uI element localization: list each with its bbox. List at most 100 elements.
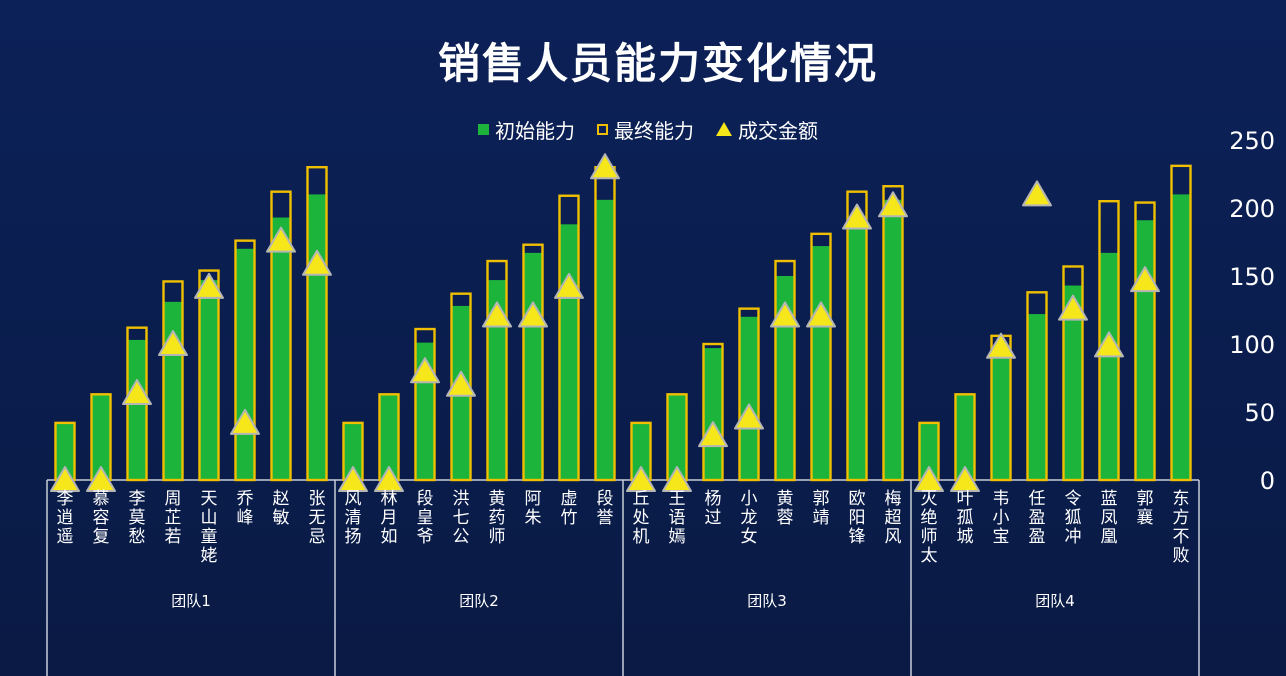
category-label-char: 虚 <box>561 489 578 509</box>
category-label-char: 太 <box>921 546 938 566</box>
bar-final <box>414 327 436 482</box>
bar-final <box>1026 291 1048 482</box>
category-label-char: 小 <box>741 489 758 509</box>
legend-item-initial[interactable]: 初始能力 <box>478 115 575 144</box>
category-label-char: 郭 <box>813 489 830 509</box>
category-label-char: 盈 <box>1029 508 1046 528</box>
deal-marker <box>734 403 764 430</box>
deal-marker <box>626 466 656 492</box>
legend-item-deal[interactable]: 成交金额 <box>716 115 818 144</box>
category-label-char: 师 <box>921 527 938 547</box>
bar-initial <box>1027 314 1047 480</box>
deal-marker <box>446 370 476 397</box>
bar-initial <box>739 316 759 480</box>
bar-final <box>234 239 256 482</box>
deal-marker <box>518 301 548 328</box>
bar-initial <box>955 394 975 480</box>
bar-initial <box>379 394 399 480</box>
category-label-char: 周 <box>165 489 182 509</box>
category-label-char: 败 <box>1173 546 1190 566</box>
bar-final <box>306 165 328 482</box>
category-label-char: 月 <box>381 508 398 528</box>
category-label-char: 靖 <box>813 508 830 528</box>
bar-final <box>486 259 508 482</box>
category-label-char: 复 <box>93 527 110 547</box>
category-label-char: 莫 <box>129 508 146 528</box>
category-label-char: 襄 <box>1137 507 1154 528</box>
category-label-char: 宝 <box>993 527 1010 547</box>
category-label-char: 清 <box>345 508 362 528</box>
category-label-char: 师 <box>489 527 506 547</box>
deal-marker <box>482 301 512 328</box>
legend-item-final[interactable]: 最终能力 <box>597 115 694 144</box>
category-label-char: 赵 <box>273 489 290 509</box>
bar-final <box>198 269 220 482</box>
category-label-char: 阿 <box>525 489 542 509</box>
category-label-char: 任 <box>1029 489 1046 509</box>
deal-marker <box>86 466 116 492</box>
deal-marker <box>266 226 296 253</box>
category-label-char: 洪 <box>453 489 470 509</box>
category-label-char: 凤 <box>1101 508 1118 528</box>
category-label-char: 女 <box>741 527 758 547</box>
category-label-char: 药 <box>489 508 506 528</box>
category-label-char: 皇 <box>417 508 434 528</box>
category-label-char: 超 <box>885 508 902 528</box>
category-label-char: 蓝 <box>1101 489 1118 509</box>
bar-initial <box>487 280 507 480</box>
category-label-char: 龙 <box>741 508 758 528</box>
y-tick-label: 50 <box>1244 399 1275 427</box>
category-label-char: 童 <box>201 527 218 547</box>
group-label: 团队4 <box>1035 592 1075 610</box>
category-label-char: 冲 <box>1065 527 1082 547</box>
category-label-char: 处 <box>633 508 650 528</box>
bar-final <box>738 307 760 482</box>
bar-initial <box>1171 194 1191 480</box>
category-label-char: 绝 <box>921 508 938 528</box>
category-label-char: 若 <box>165 527 182 547</box>
category-label-char: 黄 <box>777 489 794 509</box>
category-label-char: 敏 <box>273 508 290 528</box>
deal-marker <box>1058 294 1088 321</box>
category-label-char: 如 <box>381 527 398 547</box>
category-label-char: 乔 <box>237 489 254 509</box>
y-tick-label: 150 <box>1229 263 1275 291</box>
category-label-char: 锋 <box>849 527 866 547</box>
group-label: 团队3 <box>747 592 787 610</box>
deal-marker <box>554 272 584 299</box>
category-label-char: 嫣 <box>669 527 686 547</box>
category-label-char: 阳 <box>849 508 866 528</box>
deal-marker <box>158 330 188 356</box>
category-label-char: 遥 <box>57 527 74 547</box>
bar-initial <box>1099 252 1119 480</box>
bar-final <box>774 259 796 482</box>
category-label-char: 七 <box>453 508 470 528</box>
bar-initial <box>703 348 723 480</box>
deal-marker <box>194 272 224 299</box>
deal-marker <box>698 421 728 448</box>
category-label-char: 丘 <box>633 489 650 509</box>
bar-initial <box>595 199 615 480</box>
bar-initial <box>127 339 147 480</box>
bar-initial <box>1135 220 1155 481</box>
bar-final <box>558 194 580 482</box>
category-label-char: 王 <box>669 489 686 509</box>
category-label-char: 东 <box>1173 489 1190 509</box>
deal-marker <box>410 357 440 384</box>
category-label-char: 不 <box>1173 527 1190 547</box>
bar-initial <box>919 422 939 480</box>
category-label-char: 扬 <box>345 527 362 547</box>
category-label-char: 狐 <box>1065 508 1082 528</box>
category-label-char: 孤 <box>957 508 974 528</box>
bar-initial <box>811 246 831 480</box>
deal-marker <box>662 466 692 492</box>
category-label-char: 黄 <box>489 489 506 509</box>
bar-final <box>522 243 544 482</box>
deal-marker <box>914 466 944 492</box>
y-tick-label: 0 <box>1260 467 1275 495</box>
category-label-char: 芷 <box>165 508 182 528</box>
category-label-char: 小 <box>993 508 1010 528</box>
category-label-char: 段 <box>417 489 434 509</box>
category-label-char: 语 <box>669 508 686 528</box>
deal-marker <box>1094 331 1124 358</box>
